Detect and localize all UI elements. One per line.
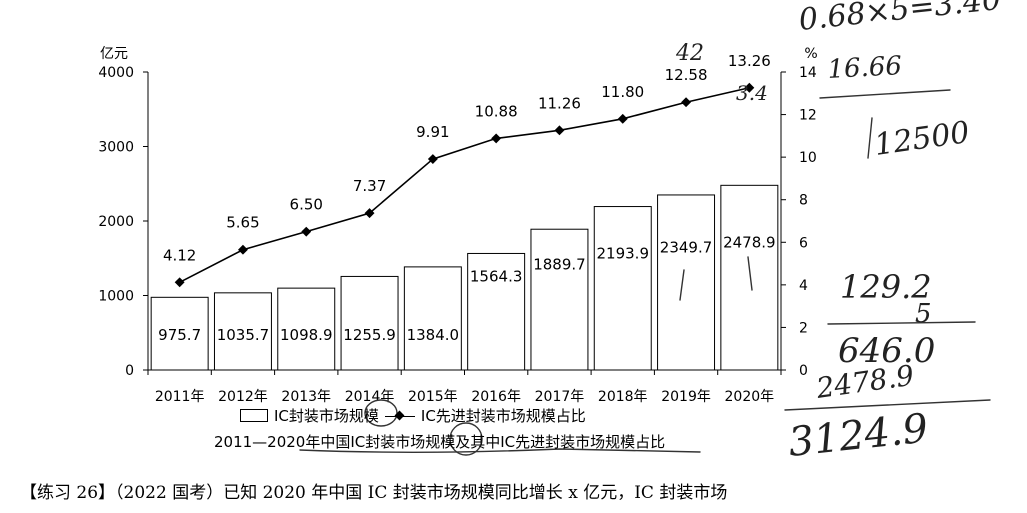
legend: IC封装市场规模 IC先进封装市场规模占比	[240, 405, 586, 426]
y-right-tick-label: 2	[799, 320, 808, 336]
bar	[530, 228, 589, 371]
y-right-tick-label: 6	[799, 235, 808, 251]
bar-data-label: 1564.3	[470, 268, 523, 286]
y-right-tick-label: 0	[799, 363, 808, 379]
line-series	[179, 86, 750, 284]
line-data-label: 7.37	[353, 177, 386, 195]
pen-line	[867, 117, 873, 159]
bar	[593, 206, 652, 371]
y-left-unit: 亿元	[100, 46, 128, 62]
chart: 0 1000 2000 3000 4000 亿元 0 2 4 6 8 10 12 14% 2011年 2012…	[98, 0, 1003, 466]
handwriting: 16.66	[827, 51, 903, 85]
handwriting: 129.2	[840, 268, 932, 306]
bar-data-label: 1035.7	[217, 326, 270, 344]
y-right-tick-label: 8	[799, 193, 808, 209]
handwriting: 3124.9	[786, 406, 930, 466]
handwriting: 2478.9	[813, 359, 916, 405]
legend-bar-label: IC封装市场规模	[274, 407, 379, 425]
y-right-tick-label: 4	[799, 278, 808, 294]
bar	[467, 252, 526, 371]
line-data-label: 11.26	[538, 94, 581, 112]
bar	[720, 184, 779, 371]
x-tick-label: 2019年	[661, 389, 711, 405]
pen-line	[784, 399, 991, 411]
line-point	[238, 244, 248, 255]
bar-data-label: 1255.9	[343, 326, 396, 344]
pen-mark	[747, 256, 753, 291]
line-point	[491, 133, 502, 144]
handwriting: 12500	[872, 115, 971, 163]
legend-line-swatch	[384, 410, 415, 422]
line-point	[744, 82, 755, 93]
handwriting: 3.4	[736, 81, 768, 105]
line-point	[427, 154, 438, 165]
bar	[340, 275, 399, 371]
pen-circle	[449, 422, 483, 456]
line-data-label: 12.58	[665, 66, 708, 84]
x-tick-label: 2018年	[598, 389, 648, 405]
y-left-tick-label: 0	[125, 363, 134, 379]
x-tick-label: 2011年	[155, 389, 205, 405]
question-text: 【练习 26】（2022 国考）已知 2020 年中国 IC 封装市场规模同比增…	[20, 483, 728, 503]
y-right-tick-label: 14	[799, 65, 817, 81]
chart-title: 2011—2020年中国IC封装市场规模及其中IC先进封装市场规模占比	[214, 433, 666, 451]
line-point	[554, 125, 565, 136]
pen-underline	[299, 448, 701, 453]
line-point	[681, 97, 691, 108]
line-data-label: 5.65	[226, 214, 259, 232]
y-right-tick-label: 10	[799, 150, 817, 166]
bar-data-label: 1384.0	[407, 326, 460, 344]
handwriting: 0.68×5=3.40	[797, 0, 1003, 38]
pen-line	[827, 321, 976, 325]
y-left-tick-label: 1000	[98, 289, 134, 305]
bar-data-label: 1889.7	[533, 256, 586, 274]
y-left-tick-label: 2000	[98, 214, 134, 230]
bar-data-label: 2478.9	[723, 234, 776, 252]
bar	[403, 266, 462, 371]
x-tick-label: 2016年	[471, 389, 521, 405]
x-tick-label: 2013年	[281, 389, 331, 405]
bar-data-label: 1098.9	[280, 326, 333, 344]
line-point	[617, 113, 628, 124]
x-tick-label: 2014年	[345, 389, 395, 405]
bar-data-label: 975.7	[158, 326, 201, 344]
bar-data-label: 2349.7	[660, 238, 713, 256]
y-right-tick-label: 12	[799, 108, 817, 124]
bar	[657, 194, 716, 371]
x-tick-label: 2015年	[408, 389, 458, 405]
handwriting: 42	[675, 41, 704, 66]
legend-line-label: IC先进封装市场规模占比	[420, 407, 586, 425]
line-data-label: 11.80	[601, 83, 644, 101]
bar-data-label: 2193.9	[597, 244, 650, 262]
bar	[213, 292, 272, 371]
line-point	[301, 226, 312, 237]
line-data-label: 6.50	[290, 196, 323, 214]
handwriting: 5	[915, 299, 932, 329]
line-data-label: 10.88	[475, 102, 518, 120]
x-tick-label: 2017年	[535, 389, 585, 405]
bar	[150, 296, 209, 371]
handwriting: 646.0	[838, 331, 935, 371]
y-left-tick-label: 3000	[98, 140, 134, 156]
pen-line	[819, 89, 951, 99]
pen-mark	[679, 269, 685, 301]
x-tick-label: 2020年	[725, 389, 775, 405]
x-tick-label: 2012年	[218, 389, 268, 405]
bar	[277, 287, 336, 371]
line-point	[174, 277, 185, 288]
line-data-label: 4.12	[163, 246, 196, 264]
legend-bar-swatch	[240, 409, 268, 422]
line-point	[364, 208, 375, 219]
line-data-label: 9.91	[416, 123, 449, 141]
line-data-label: 13.26	[728, 52, 771, 70]
y-right-unit: %	[804, 46, 817, 62]
y-left-tick-label: 4000	[98, 65, 134, 81]
